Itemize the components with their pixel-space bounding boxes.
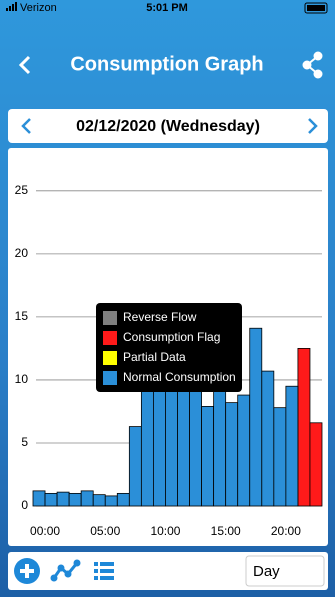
period-label: Day bbox=[253, 563, 280, 580]
legend: Reverse Flow Consumption Flag Partial Data… bbox=[96, 303, 242, 392]
bar bbox=[128, 426, 142, 507]
bar bbox=[189, 385, 202, 507]
prev-day-button[interactable] bbox=[21, 118, 31, 134]
graph-view-button[interactable] bbox=[50, 559, 81, 582]
legend-swatch bbox=[103, 351, 117, 365]
signal-icon bbox=[6, 2, 17, 11]
bar bbox=[44, 492, 58, 507]
bar bbox=[309, 422, 323, 507]
y-tick-label: 15 bbox=[15, 309, 29, 323]
carrier: Verizon bbox=[20, 2, 57, 14]
bar bbox=[297, 348, 311, 507]
bar bbox=[104, 495, 118, 507]
bar bbox=[225, 402, 239, 507]
bar bbox=[201, 406, 215, 507]
chart: 0 5 10 15 20 25 00:00 05:00 10:00 15:00 20:00 bbox=[15, 183, 323, 538]
legend-label: Partial Data bbox=[123, 350, 186, 364]
bar bbox=[92, 494, 106, 507]
clock: 5:01 PM bbox=[146, 2, 188, 14]
bar bbox=[32, 490, 46, 507]
bar bbox=[273, 407, 287, 507]
legend-label: Reverse Flow bbox=[123, 310, 197, 324]
screen-title: Consumption Graph bbox=[70, 53, 263, 75]
x-tick-label: 05:00 bbox=[90, 524, 120, 538]
y-tick-label: 10 bbox=[15, 372, 29, 386]
x-tick-label: 00:00 bbox=[30, 524, 60, 538]
x-tick-label: 15:00 bbox=[211, 524, 241, 538]
share-button[interactable] bbox=[302, 51, 323, 79]
legend-swatch bbox=[103, 371, 117, 385]
legend-label: Consumption Flag bbox=[123, 330, 220, 344]
date-bar bbox=[8, 109, 328, 143]
bar bbox=[261, 370, 275, 507]
list-view-button[interactable] bbox=[94, 562, 114, 580]
x-tick-label: 20:00 bbox=[271, 524, 301, 538]
bar bbox=[165, 379, 178, 507]
add-button[interactable] bbox=[14, 558, 40, 584]
bar bbox=[237, 394, 251, 507]
bar bbox=[116, 492, 130, 507]
next-day-button[interactable] bbox=[308, 118, 318, 134]
legend-swatch bbox=[103, 311, 117, 325]
y-tick-label: 0 bbox=[21, 498, 28, 512]
y-tick-label: 20 bbox=[15, 246, 29, 260]
bar bbox=[213, 382, 227, 507]
date-label: 02/12/2020 (Wednesday) bbox=[76, 118, 260, 135]
bar bbox=[68, 492, 82, 507]
bar bbox=[177, 385, 190, 507]
period-select[interactable] bbox=[245, 555, 325, 587]
y-tick-label: 25 bbox=[15, 183, 29, 197]
battery-level bbox=[307, 5, 325, 11]
bar bbox=[285, 385, 299, 507]
y-tick-label: 5 bbox=[21, 435, 28, 449]
legend-swatch bbox=[103, 331, 117, 345]
bar bbox=[249, 327, 263, 507]
legend-box bbox=[96, 303, 242, 392]
legend-label: Normal Consumption bbox=[123, 370, 236, 384]
bar bbox=[153, 379, 166, 507]
x-tick-label: 10:00 bbox=[150, 524, 180, 538]
bar bbox=[56, 491, 70, 507]
back-button[interactable] bbox=[18, 55, 31, 75]
bar bbox=[80, 490, 94, 507]
bar bbox=[140, 379, 154, 507]
battery-icon bbox=[304, 2, 328, 14]
